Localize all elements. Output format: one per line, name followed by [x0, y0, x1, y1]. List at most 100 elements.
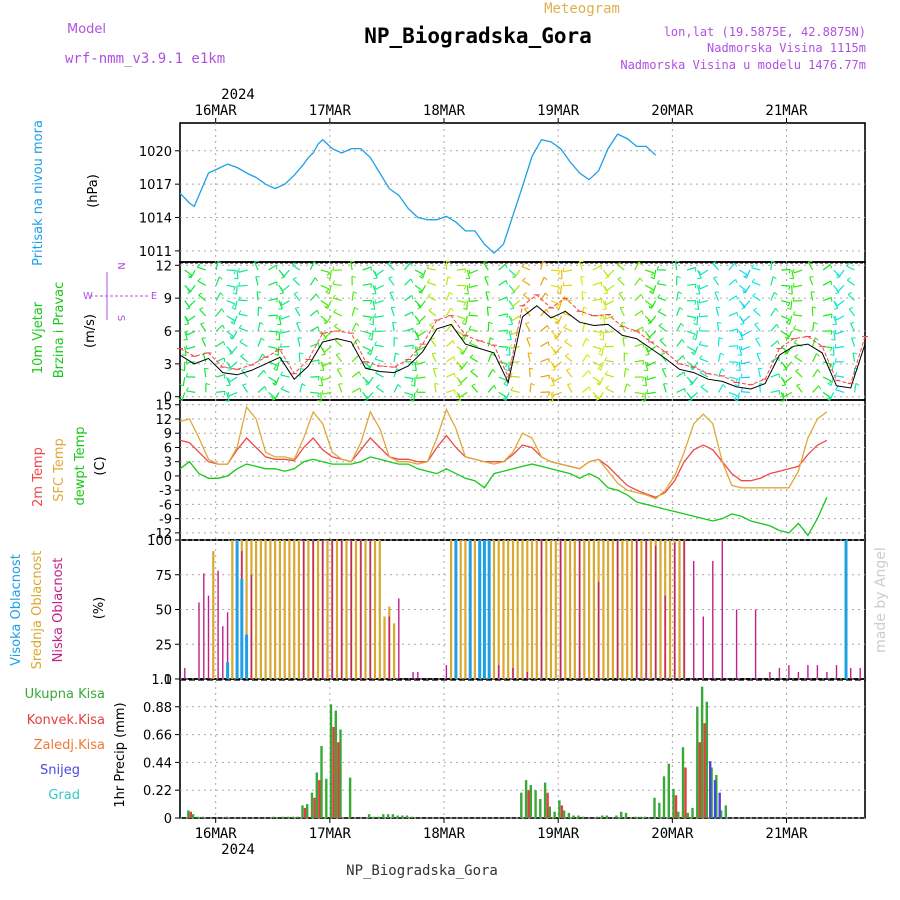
- wind-barb-flag: [642, 384, 647, 387]
- wind-barb: [781, 284, 791, 287]
- cloud-mid-bar: [573, 540, 576, 679]
- wind-panel: 0 3 6 9 12: [155, 259, 868, 406]
- wind-barb-flag: [263, 369, 267, 374]
- wind-barb: [498, 279, 507, 286]
- precip-total-bar: [686, 812, 689, 818]
- wind-barb: [416, 361, 426, 365]
- wind-barb-flag: [563, 324, 567, 328]
- wind-barb-flag: [734, 395, 738, 400]
- wind-barb-flag: [374, 285, 377, 290]
- wind-barb: [833, 300, 839, 309]
- cloud-low-bar: [526, 672, 528, 679]
- wind-barb: [238, 299, 248, 302]
- wind-barb-flag: [656, 265, 659, 270]
- wind-barb-flag: [548, 400, 553, 402]
- precip-tick-label: 0.88: [143, 701, 172, 716]
- wind-barb-flag: [325, 288, 330, 293]
- wind-barb: [294, 307, 301, 317]
- cloud-low-bar: [203, 573, 205, 679]
- wind-barb-flag: [625, 367, 630, 371]
- wind-barb-flag: [699, 270, 701, 276]
- wind-barb: [277, 346, 280, 356]
- wind-barb: [470, 370, 479, 378]
- wind-barb-flag: [722, 384, 727, 389]
- wind-barb-flag: [676, 275, 681, 279]
- wind-barb-flag: [261, 337, 265, 342]
- wind-barb-flag: [545, 292, 549, 297]
- wind-barb-flag: [447, 276, 452, 279]
- cloud-mid-bar: [264, 540, 267, 679]
- wind-barb: [414, 361, 417, 371]
- wind-barb: [215, 341, 224, 347]
- wind-barb: [257, 386, 266, 393]
- wind-barb-flag: [279, 343, 282, 348]
- wind-barb: [186, 330, 196, 336]
- wind-barb: [592, 376, 601, 383]
- precip-total-bar: [696, 706, 699, 818]
- wind-barb: [740, 391, 750, 393]
- cloud-low-bar: [655, 545, 657, 679]
- temp-unit: (C): [93, 456, 108, 475]
- wind-barb-flag: [395, 352, 400, 356]
- precip-total-bar: [543, 782, 547, 818]
- wind-barb: [471, 385, 479, 393]
- wind-barb-flag: [333, 323, 338, 327]
- precip-total-bar: [405, 815, 409, 818]
- cloud-mid-bar: [668, 540, 672, 679]
- wind-barb: [417, 330, 426, 337]
- wind-barb-flag: [734, 384, 739, 387]
- wind-barb-flag: [318, 384, 323, 387]
- cloud-low-bar: [412, 672, 414, 679]
- wind-barb-flag: [721, 368, 726, 372]
- wind-barb-flag: [638, 261, 643, 266]
- cloud-mid-bar: [588, 540, 591, 679]
- wind-barb: [374, 358, 384, 363]
- wind-barb-flag: [280, 287, 283, 292]
- precip-tick-label: 0.22: [143, 784, 172, 799]
- wind-barb-flag: [428, 307, 433, 311]
- wind-barb: [498, 391, 507, 398]
- wind-barb-flag: [187, 288, 191, 293]
- wind-barb-flag: [322, 348, 325, 353]
- cloud-mid-bar: [288, 540, 291, 679]
- wind-barb: [781, 315, 790, 321]
- wind-barb: [699, 344, 709, 348]
- wind-barb-flag: [830, 314, 833, 319]
- wind-barb: [657, 283, 667, 286]
- wind-barb-flag: [554, 321, 559, 325]
- wind-barb-flag: [681, 339, 685, 343]
- wind-barb: [553, 376, 562, 383]
- wind-barb: [540, 276, 545, 286]
- wind-barb: [784, 376, 793, 384]
- cloud-mid-bar: [459, 540, 462, 679]
- cloud-low-bar: [512, 667, 514, 679]
- wind-barb-flag: [587, 354, 591, 358]
- wind-barb: [644, 315, 652, 323]
- wind-barb-flag: [369, 323, 374, 326]
- wind-barb-flag: [300, 367, 305, 371]
- wind-barb: [186, 345, 196, 350]
- wind-barb: [390, 307, 395, 317]
- wind-barb: [184, 284, 192, 293]
- precip-total-bar: [715, 775, 718, 818]
- wind-barb-flag: [459, 365, 463, 370]
- precip-total-bar: [325, 778, 328, 818]
- wind-barb-flag: [523, 292, 528, 296]
- wind-barb-flag: [233, 270, 237, 275]
- wind-barb: [226, 300, 236, 305]
- wind-barb: [369, 346, 374, 356]
- wind-barb: [794, 356, 803, 363]
- wind-barb-flag: [370, 300, 373, 305]
- wind-barb: [498, 329, 508, 332]
- wind-tick-label: 9: [164, 292, 172, 307]
- wind-barb: [540, 391, 550, 393]
- precip-total-bar: [705, 701, 708, 818]
- wind-barb-flag: [454, 373, 456, 378]
- wind-barb: [822, 264, 831, 271]
- wind-barb: [404, 278, 412, 286]
- wind-barb-flag: [511, 291, 516, 295]
- wind-barb-flag: [712, 261, 717, 264]
- wind-barb: [619, 307, 625, 317]
- wind-barb: [510, 345, 520, 350]
- precip-total-bar: [658, 802, 661, 818]
